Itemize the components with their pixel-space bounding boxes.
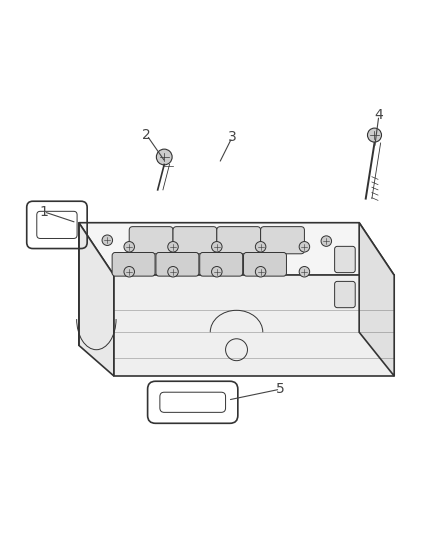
Text: 3: 3: [228, 130, 237, 144]
Circle shape: [255, 241, 266, 252]
Text: 2: 2: [142, 128, 151, 142]
Circle shape: [299, 266, 310, 277]
FancyBboxPatch shape: [200, 253, 243, 276]
Circle shape: [255, 266, 266, 277]
FancyBboxPatch shape: [244, 253, 286, 276]
Text: 4: 4: [374, 108, 383, 123]
FancyBboxPatch shape: [217, 227, 261, 254]
Polygon shape: [359, 223, 394, 376]
FancyBboxPatch shape: [335, 281, 355, 308]
Circle shape: [124, 241, 134, 252]
Polygon shape: [79, 223, 114, 376]
Circle shape: [367, 128, 381, 142]
Circle shape: [212, 266, 222, 277]
Circle shape: [321, 236, 332, 246]
Polygon shape: [79, 223, 394, 275]
Circle shape: [168, 266, 178, 277]
Circle shape: [156, 149, 172, 165]
FancyBboxPatch shape: [173, 227, 217, 254]
Polygon shape: [114, 275, 394, 376]
Text: 5: 5: [276, 382, 285, 396]
Circle shape: [102, 235, 113, 246]
FancyBboxPatch shape: [335, 246, 355, 273]
FancyBboxPatch shape: [156, 253, 199, 276]
FancyBboxPatch shape: [129, 227, 173, 254]
Circle shape: [299, 241, 310, 252]
Circle shape: [168, 241, 178, 252]
Circle shape: [212, 241, 222, 252]
FancyBboxPatch shape: [112, 253, 155, 276]
FancyBboxPatch shape: [261, 227, 304, 254]
Text: 1: 1: [39, 205, 48, 219]
Circle shape: [124, 266, 134, 277]
